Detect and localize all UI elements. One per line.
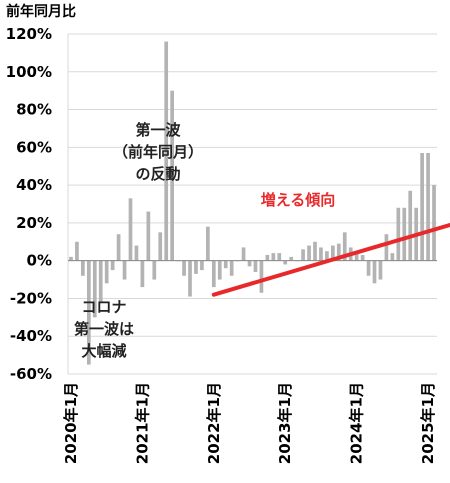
bar xyxy=(420,153,424,261)
bar xyxy=(229,260,234,276)
bar xyxy=(402,207,407,261)
y-tick-label: -20% xyxy=(10,289,52,307)
bar xyxy=(283,260,288,265)
bar xyxy=(69,256,73,261)
bar xyxy=(253,260,258,272)
annotation-first-wave-rebound: 第一波 （前年同月） の反動 xyxy=(113,121,203,183)
bar xyxy=(164,41,169,261)
bar xyxy=(378,260,383,280)
bar xyxy=(396,207,401,261)
x-tick-label: 2020年1月 xyxy=(62,382,80,464)
bar xyxy=(223,260,228,269)
annotation-line: 第一波は xyxy=(74,320,134,338)
annotation-line: （前年同月） xyxy=(113,143,203,161)
bar xyxy=(313,241,317,261)
bar xyxy=(110,260,115,271)
annotation-line: 大幅減 xyxy=(81,342,126,360)
y-tick-label: 40% xyxy=(16,176,52,194)
bar xyxy=(366,260,371,276)
bar xyxy=(354,251,359,261)
x-tick-label: 2024年1月 xyxy=(348,382,366,464)
bar xyxy=(408,190,413,261)
bar xyxy=(116,234,121,261)
y-tick-labels: -60% -40% -20% 0% 20% 40% 60% 80% 100% 120% xyxy=(6,25,52,383)
bar xyxy=(188,260,192,297)
y-tick-label: 100% xyxy=(6,63,52,81)
bar xyxy=(211,260,216,288)
y-axis-label: 前年同月比 xyxy=(6,3,76,20)
trend-arrow xyxy=(211,222,450,297)
bar xyxy=(336,243,341,261)
x-tick-label: 2023年1月 xyxy=(276,382,294,464)
annotation-line: コロナ xyxy=(81,298,126,316)
bar xyxy=(158,232,163,261)
x-tick-label: 2021年1月 xyxy=(133,382,151,464)
x-tick-label: 2022年1月 xyxy=(205,382,223,464)
bar xyxy=(307,245,311,261)
bar xyxy=(360,255,365,261)
bar xyxy=(134,245,139,261)
y-tick-label: 60% xyxy=(16,138,52,156)
bar xyxy=(81,260,85,276)
annotation-first-wave-drop: コロナ第一波は大幅減 xyxy=(74,298,134,360)
bar xyxy=(152,260,157,280)
y-tick-label: -60% xyxy=(10,365,52,383)
bar xyxy=(200,260,204,271)
y-tick-label: -40% xyxy=(10,327,52,345)
bar xyxy=(384,234,389,261)
bar xyxy=(182,260,186,276)
bar xyxy=(432,185,436,261)
bar xyxy=(75,241,79,261)
bar xyxy=(372,260,377,284)
bar xyxy=(277,253,282,261)
bar xyxy=(342,232,347,261)
bar xyxy=(104,260,109,284)
bar xyxy=(92,260,97,318)
bar xyxy=(289,256,294,261)
bars xyxy=(69,41,436,365)
bar xyxy=(140,260,145,288)
bar xyxy=(301,249,305,261)
bar xyxy=(390,253,395,261)
bar xyxy=(259,260,264,293)
bar xyxy=(170,90,174,261)
bar xyxy=(241,247,246,261)
y-tick-label: 0% xyxy=(27,252,52,270)
y-tick-label: 120% xyxy=(6,25,52,43)
bar xyxy=(217,260,222,280)
gridlines xyxy=(67,33,437,375)
bar xyxy=(265,255,270,261)
y-tick-label: 80% xyxy=(16,101,52,119)
bar xyxy=(247,260,252,267)
annotation-line: 第一波 xyxy=(135,121,181,139)
bar xyxy=(331,245,335,261)
bar xyxy=(86,260,91,365)
bar xyxy=(271,253,276,261)
bar xyxy=(122,260,127,280)
bar xyxy=(206,226,210,261)
x-tick-label: 2025年1月 xyxy=(419,382,437,464)
bar xyxy=(325,251,329,261)
bar xyxy=(319,247,323,261)
x-tick-labels: 2020年1月 2021年1月 2022年1月 2023年1月 2024年1月 2025年… xyxy=(62,382,437,464)
bar xyxy=(146,211,151,261)
trend-label: 増える傾向 xyxy=(261,191,336,209)
bar xyxy=(128,198,133,261)
bar xyxy=(426,153,430,261)
y-tick-label: 20% xyxy=(16,214,52,232)
bar xyxy=(98,260,103,303)
bar xyxy=(194,260,198,274)
annotation-line: の反動 xyxy=(135,165,180,183)
